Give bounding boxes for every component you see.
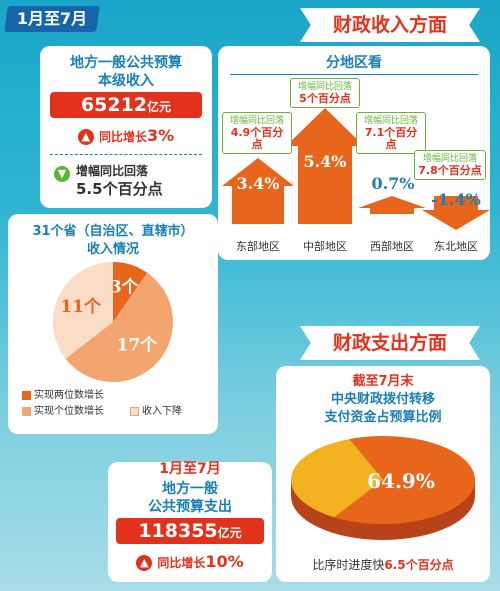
legend-swatch-2 [130,406,139,416]
legend-item-0: 实现两位数增长 [22,386,104,401]
transfer-title-2: 支付资金占预算比例 [324,410,442,425]
transfer-note: 比序时进度快6.5个百分点 [276,556,490,573]
legend-item-1: 实现个位数增长 [22,402,104,417]
expenditure-card: 1月至7月 地方一般 公共预算支出 118355亿元 ▲ 同比增长10% [108,461,272,582]
region-tag-northeast: 增幅同比回落 7.8个百分点 [414,150,486,180]
transfer-note-prefix: 比序时进度快 [312,558,385,572]
region-tag-northeast-1: 增幅同比回落 [422,154,477,164]
arrow-west [358,196,426,214]
local-revenue-growth: ▲ 同比增长3% [40,126,212,145]
region-name-northeast: 东北地区 [434,240,478,253]
expenditure-amount-box: 118355亿元 [116,518,264,544]
up-arrow-icon: ▲ [77,128,94,145]
region-name-west: 西部地区 [370,240,414,253]
region-tag-east-2: 4.9个百分点 [230,126,284,151]
region-name-east: 东部地区 [236,240,280,253]
transfer-subtitle: 截至7月末 [352,374,414,389]
transfer-slice-main [334,436,475,524]
period-tag-label: 1月至7月 [16,9,88,28]
arrow-east [222,158,294,224]
expenditure-amount: 118355 [138,520,218,542]
up-arrow-icon: ▲ [136,554,153,571]
region-tag-east-1: 增幅同比回落 [229,116,284,126]
transfer-pie-label: 64.9% [367,469,435,493]
provinces-pie: 3个 17个 11个 [53,262,173,382]
legend-swatch-0 [22,390,31,400]
region-tag-west-1: 增幅同比回落 [363,116,418,126]
region-value-northeast: -1.4% [431,190,481,209]
regions-title: 分地区看 [326,55,382,71]
expenditure-title-2: 公共预算支出 [148,499,232,515]
regions-card: 分地区看 3.4% 5.4% 0.7% -1.4% 增幅同比回落 4.9个百分点… [218,46,490,260]
legend-label-1: 实现个位数增长 [34,406,104,417]
expenditure-period: 1月至7月 [159,461,221,477]
legend-label-2: 收入下降 [142,406,182,417]
period-tag: 1月至7月 [4,6,100,32]
revenue-ribbon: 财政收入方面 [300,8,480,42]
arrow-central [286,108,364,224]
region-tag-central: 增幅同比回落 5个百分点 [290,78,360,108]
provinces-title-2: 收入情况 [86,242,139,257]
transfer-pie: 64.9% [291,436,475,540]
expenditure-title-1: 地方一般 [162,481,218,497]
legend-item-2: 收入下降 [130,402,182,417]
pie-label-1: 17个 [117,335,159,356]
transfer-slice-rest [291,439,383,518]
expenditure-unit: 亿元 [217,526,242,540]
local-revenue-change-1: 增幅同比回落 [76,164,149,178]
expenditure-growth-label: 同比增长 [157,556,206,570]
region-value-west: 0.7% [371,174,415,193]
local-revenue-amount-box: 65212亿元 [50,92,202,118]
expenditure-growth-value: 10% [205,552,244,571]
legend-label-0: 实现两位数增长 [34,390,104,401]
region-name-central: 中部地区 [303,240,347,253]
pie-slice-1 [65,272,173,382]
down-arrow-icon: ▼ [54,166,70,182]
local-revenue-title-2: 本级收入 [98,73,154,89]
local-revenue-card: 地方一般公共预算 本级收入 65212亿元 ▲ 同比增长3% ▼ 增幅同比回落 … [40,46,212,208]
legend-swatch-1 [22,406,31,416]
region-tag-central-2: 5个百分点 [299,92,351,105]
local-revenue-divider [50,154,202,155]
region-tag-central-1: 增幅同比回落 [297,82,352,92]
pie-label-0: 3个 [110,277,140,298]
region-tag-west-2: 7.1个百分点 [364,126,418,151]
region-tag-east: 增幅同比回落 4.9个百分点 [222,112,292,154]
local-revenue-unit: 亿元 [147,100,172,114]
provinces-title-1: 31个省（自治区、直辖市） [32,224,194,239]
region-value-east: 3.4% [236,174,280,193]
local-revenue-title-1: 地方一般公共预算 [70,55,182,71]
provinces-card: 31个省（自治区、直辖市） 收入情况 3个 17个 11个 实现两位数增长 实现个位… [8,214,218,434]
regions-arrow-chart [222,108,490,230]
pie-label-2: 11个 [60,296,102,317]
local-revenue-growth-label: 同比增长 [98,130,147,144]
region-tag-northeast-2: 7.8个百分点 [418,164,482,177]
region-tag-west: 增幅同比回落 7.1个百分点 [356,112,426,154]
local-revenue-amount: 65212 [80,94,148,116]
pie-slice-2 [53,262,113,359]
pie-slice-0 [113,262,148,322]
arrow-northeast [422,196,490,230]
regions-title-rule [230,74,478,75]
region-value-central: 5.4% [303,152,347,171]
expenditure-ribbon: 财政支出方面 [300,326,480,360]
expenditure-growth: ▲ 同比增长10% [108,552,272,571]
transfer-card: 截至7月末 中央财政拨付转移 支付资金占预算比例 64.9% 比序时进度快6.5… [276,366,490,582]
local-revenue-change-2: 5.5个百分点 [76,180,163,198]
local-revenue-growth-value: 3% [146,126,175,145]
transfer-title-1: 中央财政拨付转移 [330,392,435,407]
transfer-note-value: 6.5个百分点 [384,558,454,572]
